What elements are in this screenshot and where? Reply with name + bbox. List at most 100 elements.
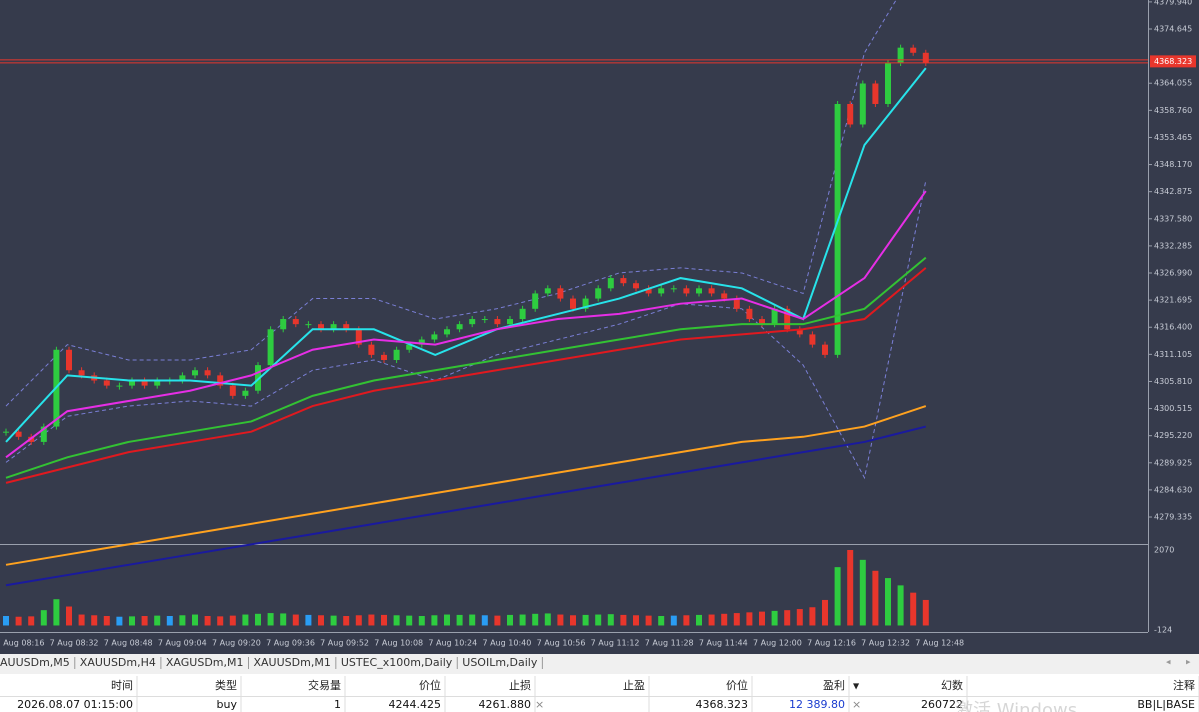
candle [620,278,627,284]
table-cell: 4244.425 [389,698,442,711]
candle [418,339,425,345]
column-header[interactable]: 注释 [1173,678,1195,692]
symbol-tab[interactable]: USTEC_x100m,Daily [341,656,453,669]
candle [305,324,312,326]
table-cell: 2026.08.07 01:15:00 [17,698,133,711]
candle [129,380,135,386]
candle [885,63,891,104]
candle [255,365,261,391]
symbol-tab[interactable]: XAGUSDm,M1 [166,656,244,669]
volume-bar [280,613,287,626]
volume-bar [595,614,602,626]
volume-bar [368,614,375,626]
column-header[interactable]: 止损 [509,678,531,692]
column-header[interactable]: 止盈 [623,679,645,692]
x-tick-label: 7 Aug 08:48 [104,639,153,648]
volume-bar [771,610,778,626]
moving-average [5,67,927,443]
y-tick-label: 4348.170 [1154,160,1192,169]
column-header[interactable]: 价位 [726,678,748,692]
symbol-tab[interactable]: XAUUSDm,H4 [80,656,156,669]
candle [910,47,917,53]
bollinger-band [5,180,927,480]
volume-bar [444,614,450,626]
column-header[interactable]: 类型 [215,678,237,692]
candle [897,47,904,64]
y-tick-label: 4284.630 [1154,485,1192,494]
candle [368,344,375,355]
candle [809,334,816,345]
column-header[interactable]: 时间 [111,679,133,692]
moving-average [5,190,927,459]
volume-bar [456,614,463,626]
y-tick-label: 4300.515 [1154,404,1192,413]
candle [40,426,47,442]
scroll-right[interactable]: ▸ [1186,658,1191,668]
candle [66,349,72,371]
candle [859,83,866,125]
x-tick-label: 7 Aug 09:04 [158,639,207,648]
candle [759,319,765,325]
volume-bar [267,613,274,626]
table-cell: BB|L|BASE [1137,698,1195,711]
x-tick-label: 7 Aug 08:32 [50,639,99,648]
candle [330,324,337,330]
candle [141,380,148,386]
close-icon[interactable]: × [852,698,861,711]
volume-bar [922,599,929,626]
candle [834,103,841,355]
volume-bar [418,615,425,626]
candle [469,319,476,325]
table-cell: 1 [334,698,341,711]
volume-bar [607,614,614,626]
volume-bar [834,567,841,626]
price-tag-label: 4368.323 [1154,57,1192,66]
volume-bar [733,613,740,626]
candle [292,319,299,325]
close-icon[interactable]: × [535,698,544,711]
x-tick-label: 7 Aug 11:44 [699,639,748,648]
volume-bar [3,615,9,626]
candle [229,385,236,396]
candle [847,103,854,125]
candle [670,288,677,290]
x-tick-label: 7 Aug 12:48 [915,639,964,648]
candle [557,288,564,299]
candle [796,329,803,335]
table-cell: 4368.323 [696,698,749,711]
volume-bar [431,615,438,626]
volume-bar [557,614,564,626]
volume-bar [696,614,702,626]
volume-bar [809,607,816,626]
volume-bar [859,559,866,626]
volume-bar [683,615,690,626]
table-cell: 4261.880 [479,698,532,711]
column-header[interactable]: 幻数 [941,679,963,692]
column-header[interactable]: 价位 [419,678,441,692]
column-header[interactable]: 交易量 [308,678,341,692]
moving-average [5,267,927,484]
volume-bar [481,615,488,626]
volume-bar [721,613,728,626]
symbol-tab[interactable]: USOILm,Daily [462,656,538,669]
x-tick-label: 7 Aug 08:16 [0,639,44,648]
table-cell: 260722 [921,698,963,711]
volume-bar [292,614,299,626]
symbol-tab[interactable]: AUUSDm,M5 [0,656,70,669]
volume-bar [582,614,589,626]
candle [595,288,602,299]
volume-bar [796,609,803,626]
column-header[interactable]: 盈利 [823,679,845,692]
watermark: 激活 Windows [955,700,1077,712]
candle [15,431,22,437]
volume-bar [179,615,186,626]
volume-bar [381,614,387,626]
symbol-tab[interactable]: XAUUSDm,M1 [254,656,331,669]
volume-bar [670,615,677,626]
scroll-left[interactable]: ◂ [1166,658,1171,668]
candle [771,308,778,325]
candle [645,288,652,294]
volume-bar [229,615,236,626]
volume-bar [822,599,828,626]
candle [481,319,488,321]
